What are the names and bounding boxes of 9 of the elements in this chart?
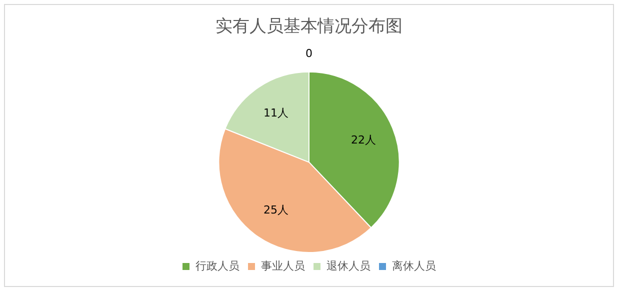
- legend-label: 离休人员: [392, 259, 436, 272]
- text: 0: [306, 46, 312, 60]
- legend-label: 事业人员: [261, 259, 305, 272]
- data-label: 11人: [264, 106, 289, 120]
- data-label: 22人: [351, 133, 376, 146]
- legend-label: 行政人员: [196, 259, 240, 272]
- chart-title: 实有人员基本情况分布图: [216, 16, 402, 37]
- legend-label: 退休人员: [326, 259, 370, 272]
- data-label: 25人: [264, 204, 289, 217]
